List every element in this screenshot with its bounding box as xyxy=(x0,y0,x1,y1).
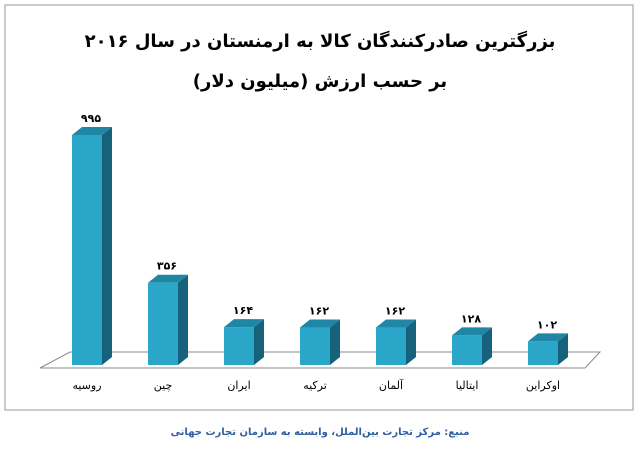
data-label: ۱۰۲ xyxy=(537,318,557,331)
data-label: ۳۵۶ xyxy=(157,260,177,273)
x-tick-label: آلمان xyxy=(379,378,404,392)
bar-side xyxy=(482,327,492,365)
bar-side xyxy=(406,319,416,365)
bar-side xyxy=(178,274,188,365)
data-label: ۱۶۴ xyxy=(233,304,253,317)
bar xyxy=(376,327,406,365)
bar xyxy=(72,135,102,365)
x-tick-label: ترکیه xyxy=(303,379,327,392)
bar-side xyxy=(254,319,264,365)
bar-top xyxy=(528,333,568,342)
bar-top xyxy=(224,319,264,328)
bar-top xyxy=(72,127,112,135)
source-note: منبع: مرکز تجارت بین‌الملل، وابسته به سا… xyxy=(171,427,470,438)
bar-side xyxy=(330,319,340,365)
data-label: ۱۶۲ xyxy=(385,305,405,318)
x-tick-label: ایتالیا xyxy=(456,379,479,392)
bar-side xyxy=(558,333,568,365)
data-label: ۱۲۸ xyxy=(461,312,481,325)
x-tick-label: ایران xyxy=(227,379,250,392)
x-tick-label: روسیه xyxy=(72,379,101,392)
bar-top xyxy=(452,327,492,336)
bar-top xyxy=(148,274,188,283)
bar xyxy=(224,327,254,365)
bar-top xyxy=(300,319,340,328)
data-label: ۹۹۵ xyxy=(81,112,101,125)
bar xyxy=(148,282,178,365)
x-tick-label: اوکراین xyxy=(526,379,560,392)
chart-title: بزرگترین صادرکنندگان کالا به ارمنستان در… xyxy=(85,30,556,52)
bar-top xyxy=(376,319,416,328)
bar-side xyxy=(102,127,112,365)
chart-subtitle: بر حسب ارزش (میلیون دلار) xyxy=(193,71,447,92)
bar xyxy=(452,335,482,365)
bar xyxy=(300,327,330,365)
data-label: ۱۶۲ xyxy=(309,305,329,318)
bar xyxy=(528,341,558,365)
x-tick-label: چین xyxy=(154,379,173,392)
